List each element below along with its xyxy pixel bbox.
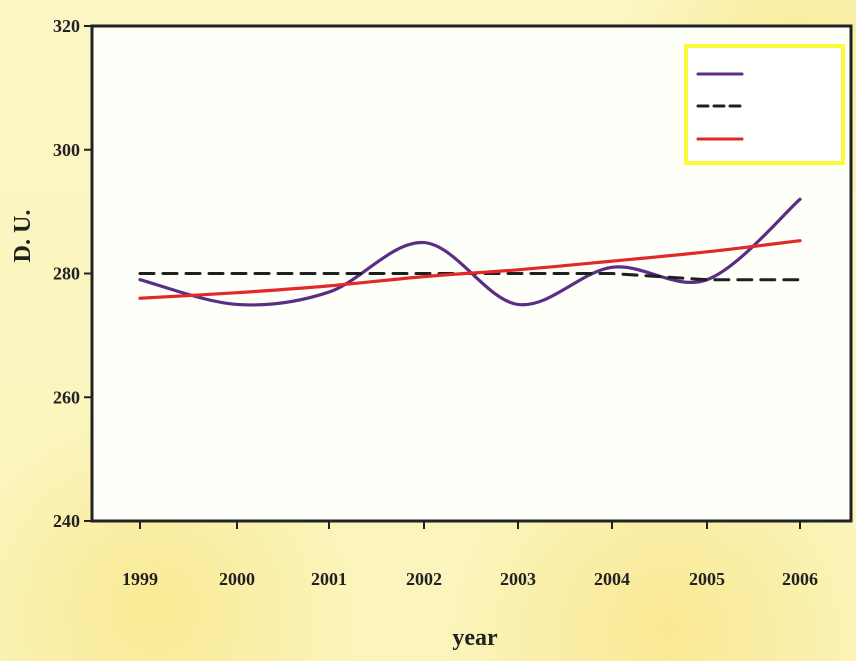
y-axis-title: D. U. [10, 210, 36, 263]
x-axis: 1999 2000 2001 2002 2003 2004 2005 2006 [122, 521, 818, 589]
x-tick-label: 2006 [782, 569, 818, 589]
legend [684, 44, 845, 165]
x-tick-label: 2004 [594, 569, 630, 589]
y-axis: 240 260 280 300 320 [53, 16, 92, 531]
x-tick-label: 2002 [406, 569, 442, 589]
x-tick-label: 2000 [219, 569, 255, 589]
series-line-3 [138, 239, 802, 300]
x-tick-label: 2003 [500, 569, 536, 589]
x-axis-title: year [452, 625, 498, 651]
x-tick-label: 1999 [122, 569, 158, 589]
series-layer [138, 197, 802, 307]
legend-items [696, 72, 744, 141]
x-tick-label: 2001 [311, 569, 347, 589]
y-tick-label: 260 [53, 387, 80, 407]
y-tick-label: 280 [53, 264, 80, 284]
legend-box [684, 44, 845, 165]
y-tick-label: 300 [53, 140, 80, 160]
y-tick-label: 320 [53, 16, 80, 36]
x-tick-label: 2005 [689, 569, 725, 589]
y-tick-label: 240 [53, 511, 80, 531]
